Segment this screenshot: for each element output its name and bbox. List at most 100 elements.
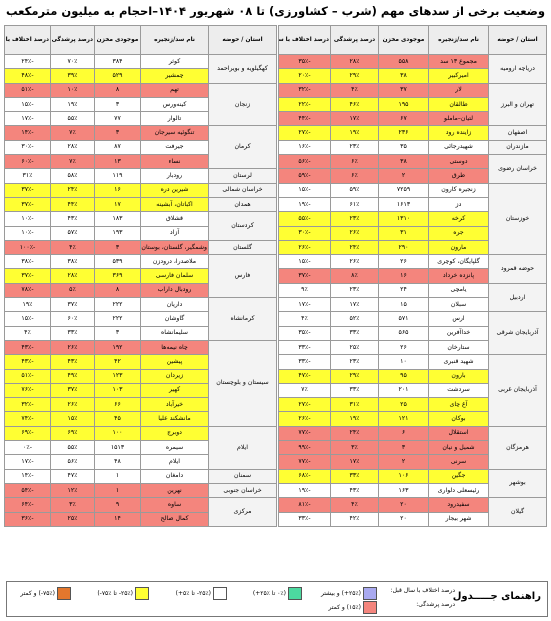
diff-cell: -۸۱٪ [278, 497, 331, 513]
table-row: زنجان تهم ۸ ۱۰٪ -۵۱٪ [4, 82, 277, 127]
storage-cell: ۵۶۵ [378, 325, 429, 341]
storage-cell: ۲۰۱ [378, 382, 429, 399]
fill-cell: ۲۶٪ [330, 225, 379, 241]
storage-cell: ۲۶ [378, 254, 429, 270]
table-row: پانزده خرداد ۱۶ ۸٪ -۳۷٪ [278, 268, 547, 284]
fill-cell: ۱۷٪ [330, 454, 379, 470]
swatch [213, 587, 227, 600]
dam-name-cell: امیرکبیر [428, 68, 489, 84]
fill-cell: ۷٪ [50, 154, 95, 170]
storage-cell: ۷۲۵۹ [378, 182, 429, 198]
dam-name-cell: استقلال [428, 425, 489, 442]
table-row: تالوار ۷۷ ۵۵٪ -۱۷٪ [4, 111, 277, 127]
fill-cell: ۱۲٪ [50, 482, 95, 499]
diff-cell: -۵۴٪ [4, 482, 51, 499]
diff-cell: -۱۹٪ [278, 482, 331, 499]
fill-cell: ۳۳٪ [330, 325, 379, 341]
diff-cell: -۹۹٪ [278, 440, 331, 456]
dam-name-cell: خیرآباد [140, 397, 209, 413]
dam-name-cell: گلپایگان، کوچری [428, 254, 489, 270]
fill-cell: ۴٪ [330, 497, 379, 513]
dam-name-cell: پیشین [140, 354, 209, 370]
storage-cell: ۱۷ [94, 196, 141, 213]
table-row: کرمان تنگوئیه سیرجان ۳ ۷٪ -۱۴٪ [4, 125, 277, 170]
diff-cell: -۱۵٪ [278, 254, 331, 270]
dam-name-cell: دز [428, 196, 489, 213]
storage-cell: ۱۴ [94, 511, 141, 527]
dam-name-cell: کرخه [428, 211, 489, 227]
legend-title: راهنمای جـــــدول [452, 591, 541, 602]
fill-cell: ۲۸٪ [50, 139, 95, 156]
fill-cell: ۶۰٪ [50, 311, 95, 327]
diff-cell: -۴۴٪ [278, 111, 331, 127]
dam-name-cell: کوثر [140, 53, 209, 70]
diff-cell: -۱۰۰٪ [4, 239, 51, 256]
fill-cell: ۲۳٪ [330, 211, 379, 227]
storage-cell: ۵۳۹ [94, 254, 141, 270]
province-cell: سیستان و بلوچستان [208, 339, 277, 427]
table-row: سیستان و بلوچستان چاه نیمه‌ها ۱۹۲ ۲۶٪ -۴۳٪ [4, 339, 277, 427]
legend-item-lav: (‎+۲۵٪) و بیشتر [321, 587, 377, 600]
province-cell: کهگیلویه و بویراحمد [208, 54, 277, 84]
diff-cell: -۷۷٪ [278, 454, 331, 470]
diff-cell: -۲۶٪ [278, 239, 331, 256]
dam-name-cell: ساوه [140, 497, 209, 513]
storage-cell: ۱۹۲ [94, 339, 141, 356]
header-fill: درصد پرشدگی [330, 25, 379, 55]
dam-name-cell: سردشت [428, 382, 489, 399]
dam-name-cell: رودبال داراب [140, 282, 209, 299]
diff-cell: -۱۹٪ [278, 196, 331, 213]
dam-name-cell: جره [428, 225, 489, 241]
diff-cell: -۶۹٪ [4, 425, 51, 442]
fill-cell: ۱۷٪ [330, 111, 379, 127]
dam-name-cell: زاینده رود [428, 125, 489, 141]
diff-cell: -۳۰٪ [278, 225, 331, 241]
header-province: استان / حوضه [488, 25, 547, 55]
storage-cell: ۹۵ [378, 368, 429, 384]
storage-cell: ۱۰۰ [94, 425, 141, 442]
table-row: گلستان وشمگیر، گلستان، بوستان ۳ ۴٪ -۱۰۰٪ [4, 239, 277, 256]
legend-item-yel: (‎-۲۵٪ تا ‎-۷۵٪) [97, 587, 149, 600]
fill-cell: ۲۳٪ [330, 139, 379, 156]
diff-cell: -۱۰٪ [4, 225, 51, 241]
fill-cell: ۳۳٪ [330, 382, 379, 399]
province-cell: فارس [208, 254, 277, 299]
diff-cell: -۲۷٪ [278, 125, 331, 141]
diff-cell: -۳۵٪ [278, 53, 331, 70]
fill-cell: ۲۹٪ [330, 68, 379, 84]
diff-cell: -۲۶٪ [278, 411, 331, 427]
table-row: کردستان قشلاق ۱۸۳ ۴۳٪ -۱۰٪ [4, 211, 277, 241]
province-cell: سمنان [208, 468, 277, 484]
fill-cell: ۳۳٪ [50, 325, 95, 341]
diff-cell: -۵۶٪ [278, 154, 331, 170]
province-cell: کردستان [208, 211, 277, 241]
province-cell: آذربایجان شرقی [488, 311, 547, 356]
dam-name-cell: رئیسعلی دلواری [428, 482, 489, 499]
fill-cell: ۵۵٪ [50, 440, 95, 456]
province-cell: اردبیل [488, 282, 547, 313]
storage-cell: ۱۳ [94, 154, 141, 170]
storage-cell: ۱۰۳ [94, 382, 141, 399]
storage-cell: ۳۱ [378, 225, 429, 241]
table-row: گاوشان ۲۲۲ ۶۰٪ -۱۵٪ [4, 311, 277, 327]
table-row: زیردان ۱۲۳ ۴۹٪ -۵۱٪ [4, 368, 277, 384]
storage-cell: ۳۶۹ [94, 268, 141, 284]
dam-name-cell: آزاد [140, 225, 209, 241]
diff-cell: ۷٪ [278, 382, 331, 399]
table-row: کرخه ۱۳۱۰ ۲۳٪ -۵۵٪ [278, 211, 547, 227]
dam-name-cell: مانشکند علیا [140, 411, 209, 427]
fill-cell: ۱۹٪ [330, 125, 379, 141]
storage-cell: ۲۳۶ [378, 125, 429, 141]
storage-cell: ۵۷۱ [378, 311, 429, 327]
fill-cell: ۳۳٪ [330, 468, 379, 484]
storage-cell: ۳ [378, 440, 429, 456]
storage-cell: ۵۵۸ [378, 53, 429, 70]
fill-cell: ۶۹٪ [50, 425, 95, 442]
diff-cell: -۴۳٪ [4, 339, 51, 356]
storage-cell: ۴۵ [94, 411, 141, 427]
fill-cell: ۴۳٪ [50, 354, 95, 370]
fill-cell: ۲۶٪ [50, 397, 95, 413]
fill-cell: ۲۳٪ [330, 282, 379, 299]
fill-cell: ۴۹٪ [50, 368, 95, 384]
dam-name-cell: سرنی [428, 454, 489, 470]
